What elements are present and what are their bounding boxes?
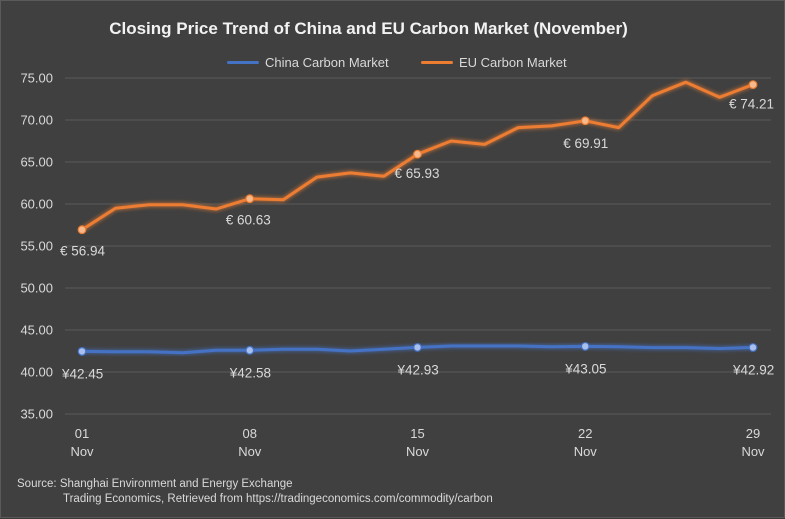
source-line-2: Trading Economics, Retrieved from https:…: [63, 493, 493, 505]
x-tick-label-month: Nov: [741, 444, 765, 459]
data-point-eu: [580, 116, 590, 126]
data-point-china: [245, 345, 255, 355]
x-tick-label-day: 22: [578, 426, 592, 441]
x-tick-label-day: 29: [746, 426, 760, 441]
chart-legend: China Carbon Market EU Carbon Market: [1, 55, 785, 75]
legend-label-eu: EU Carbon Market: [459, 55, 567, 70]
source-line-1: Source: Shanghai Environment and Energy …: [17, 478, 293, 490]
y-tick-label: 45.00: [20, 323, 53, 338]
legend-item-eu: EU Carbon Market: [421, 55, 567, 70]
legend-label-china: China Carbon Market: [265, 55, 389, 70]
x-tick-label-day: 08: [243, 426, 257, 441]
y-tick-label: 70.00: [20, 113, 53, 128]
y-tick-label: 65.00: [20, 155, 53, 170]
y-tick-label: 55.00: [20, 239, 53, 254]
data-point-eu: [245, 194, 255, 204]
data-label-eu: € 65.93: [395, 166, 440, 181]
x-tick-label-month: Nov: [70, 444, 94, 459]
data-label-eu: € 60.63: [226, 213, 271, 228]
data-label-china: ¥43.05: [564, 361, 606, 376]
data-label-china: ¥42.45: [61, 366, 103, 381]
data-point-china: [77, 347, 87, 356]
x-tick-label-month: Nov: [238, 444, 262, 459]
data-point-eu: [413, 149, 422, 159]
data-label-china: ¥42.93: [397, 362, 439, 377]
y-tick-label: 60.00: [20, 197, 53, 212]
source-note: Source: Shanghai Environment and Energy …: [17, 477, 493, 507]
legend-swatch-eu: [421, 61, 453, 64]
x-tick-label-day: 15: [410, 426, 424, 441]
x-tick-label-month: Nov: [406, 444, 430, 459]
data-point-china: [413, 342, 422, 352]
y-tick-label: 75.00: [20, 71, 53, 86]
data-label-eu: € 56.94: [60, 244, 106, 259]
data-label-eu: € 74.21: [729, 97, 774, 112]
data-label-china: ¥42.92: [732, 362, 774, 377]
y-tick-label: 50.00: [20, 281, 53, 296]
legend-item-china: China Carbon Market: [227, 55, 389, 70]
data-point-eu: [77, 225, 87, 235]
data-point-china: [580, 341, 590, 351]
chart-title: Closing Price Trend of China and EU Carb…: [109, 19, 628, 38]
data-label-china: ¥42.58: [229, 365, 271, 380]
y-tick-label: 35.00: [20, 407, 53, 422]
data-point-china: [748, 343, 758, 352]
x-tick-label-month: Nov: [574, 444, 598, 459]
legend-swatch-china: [227, 61, 259, 64]
y-tick-label: 40.00: [20, 365, 53, 380]
x-tick-label-day: 01: [75, 426, 89, 441]
data-label-eu: € 69.91: [563, 136, 608, 151]
data-point-eu: [748, 80, 758, 90]
